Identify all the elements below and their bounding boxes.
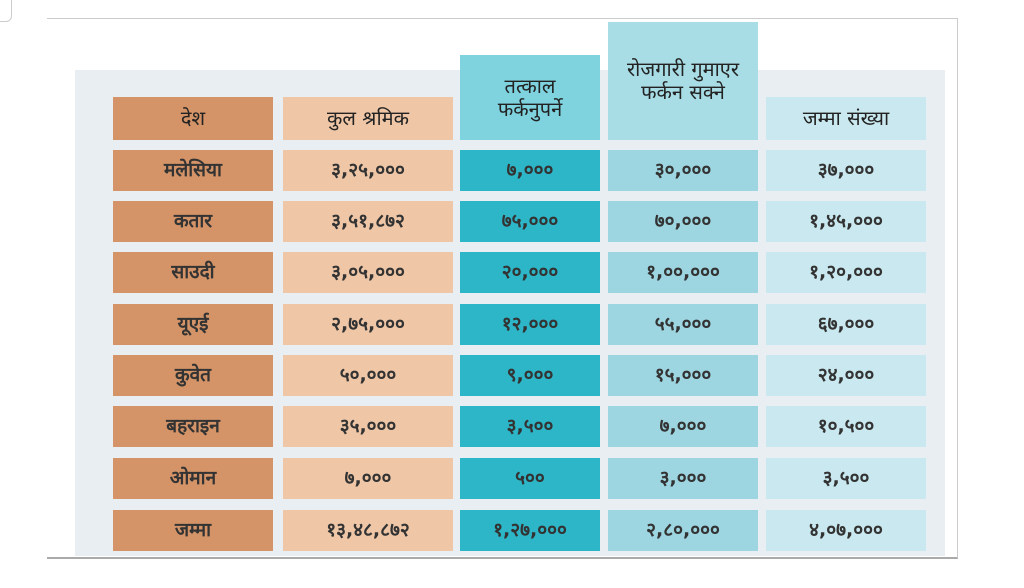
cell-immediate-return: ७,००० — [460, 150, 600, 191]
cell-total-count: ३७,००० — [766, 150, 926, 191]
cell-country: यूएई — [113, 304, 273, 345]
cell-total-workers: ३,२५,००० — [283, 150, 453, 191]
window-corner — [0, 0, 12, 22]
cell-country: बहराइन — [113, 406, 273, 447]
cell-country: कुवेत — [113, 355, 273, 396]
header-total-count: जम्मा संख्या — [766, 97, 926, 140]
cell-job-loss-return: ७,००० — [608, 406, 758, 447]
cell-total-count: ३,५०० — [766, 458, 926, 499]
cell-job-loss-return: ३०,००० — [608, 150, 758, 191]
cell-job-loss-return: ३,००० — [608, 458, 758, 499]
cell-job-loss-return: २,८०,००० — [608, 510, 758, 551]
header-job-loss-return: रोजगारी गुमाएर फर्कन सक्ने — [608, 22, 758, 140]
cell-total-count: १०,५०० — [766, 406, 926, 447]
cell-country: जम्मा — [113, 510, 273, 551]
cell-total-workers: ५०,००० — [283, 355, 453, 396]
cell-total-workers: २,७५,००० — [283, 304, 453, 345]
cell-total-count: १,२०,००० — [766, 252, 926, 293]
cell-immediate-return: ९,००० — [460, 355, 600, 396]
cell-total-count: ४,०७,००० — [766, 510, 926, 551]
cell-immediate-return: २०,००० — [460, 252, 600, 293]
cell-immediate-return: १,२७,००० — [460, 510, 600, 551]
cell-job-loss-return: १,००,००० — [608, 252, 758, 293]
cell-immediate-return: ३,५०० — [460, 406, 600, 447]
cell-job-loss-return: ७०,००० — [608, 201, 758, 242]
cell-immediate-return: १२,००० — [460, 304, 600, 345]
cell-job-loss-return: १५,००० — [608, 355, 758, 396]
cell-total-workers: ३,५१,८७२ — [283, 201, 453, 242]
header-country: देश — [113, 97, 273, 140]
cell-country: मलेसिया — [113, 150, 273, 191]
cell-country: कतार — [113, 201, 273, 242]
cell-total-count: २४,००० — [766, 355, 926, 396]
cell-job-loss-return: ५५,००० — [608, 304, 758, 345]
cell-total-count: ६७,००० — [766, 304, 926, 345]
cell-total-workers: ३५,००० — [283, 406, 453, 447]
cell-immediate-return: ५०० — [460, 458, 600, 499]
cell-total-workers: ७,००० — [283, 458, 453, 499]
cell-total-workers: १३,४८,८७२ — [283, 510, 453, 551]
cell-country: ओमान — [113, 458, 273, 499]
cell-country: साउदी — [113, 252, 273, 293]
cell-immediate-return: ७५,००० — [460, 201, 600, 242]
header-total-workers: कुल श्रमिक — [283, 97, 453, 140]
cell-total-workers: ३,०५,००० — [283, 252, 453, 293]
header-immediate-return: तत्काल फर्कनुपर्ने — [460, 55, 600, 140]
cell-total-count: १,४५,००० — [766, 201, 926, 242]
